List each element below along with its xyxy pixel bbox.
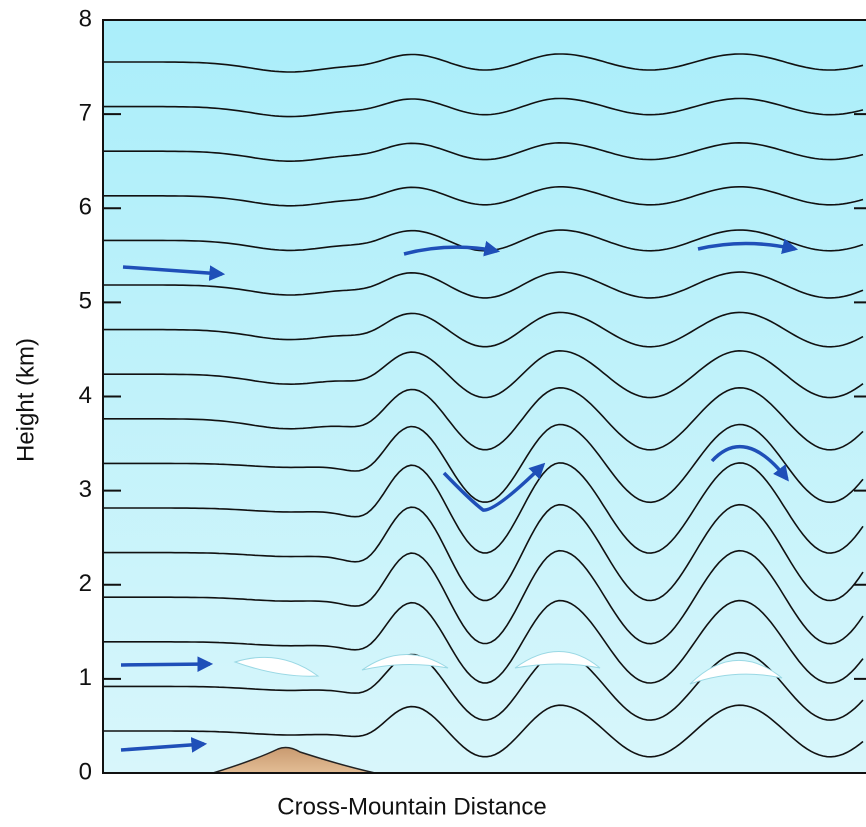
streamline (103, 462, 864, 554)
streamline (103, 186, 864, 207)
streamline (103, 386, 864, 451)
streamline (103, 311, 864, 348)
y-tick-label: 7 (79, 99, 92, 126)
y-tick-label: 4 (79, 382, 92, 409)
streamline (103, 549, 864, 645)
y-tick-label: 8 (79, 5, 92, 32)
streamline (103, 53, 864, 73)
y-axis-label: Height (km) (12, 338, 39, 462)
streamline (103, 229, 864, 252)
streamlines (103, 53, 864, 758)
y-tick-label: 6 (79, 194, 92, 221)
y-tick-label: 3 (79, 476, 92, 503)
plot-background (103, 20, 866, 773)
y-tick-label: 5 (79, 288, 92, 315)
mountain (212, 746, 376, 774)
streamline (103, 704, 864, 758)
streamline (103, 599, 864, 684)
streamline (103, 97, 864, 118)
y-tick-label: 0 (79, 758, 92, 785)
y-tick-label: 2 (79, 570, 92, 597)
clouds (233, 651, 783, 685)
streamline (103, 651, 864, 721)
streamline (103, 503, 864, 602)
streamline (103, 423, 864, 504)
streamline (103, 141, 864, 162)
y-tick-label: 1 (79, 664, 92, 691)
streamline (103, 349, 864, 399)
x-axis-label: Cross-Mountain Distance (277, 793, 546, 820)
streamline (103, 271, 864, 299)
wind-arrows (120, 238, 799, 753)
